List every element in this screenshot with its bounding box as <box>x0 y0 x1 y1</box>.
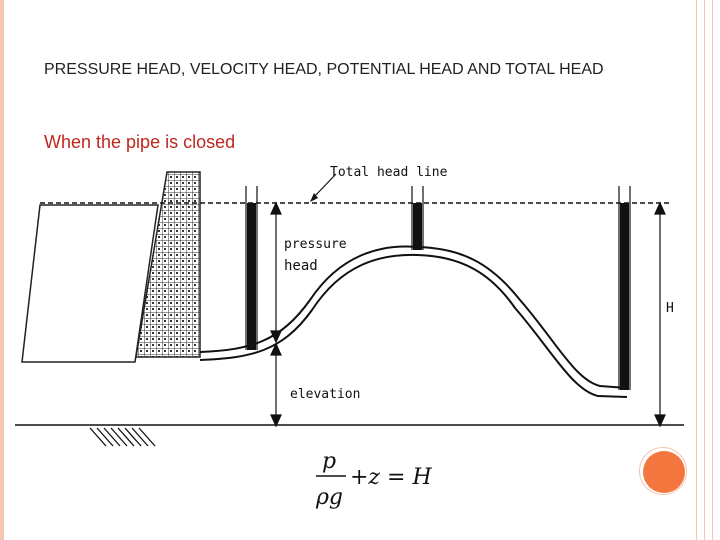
head-diagram: Total head line pressure head elevation … <box>15 165 684 447</box>
head-label: head <box>284 258 318 274</box>
pressure-label: pressure <box>284 237 347 252</box>
formula-numerator: p <box>322 449 336 474</box>
arrow-head <box>310 193 318 202</box>
piezometer-tube <box>411 186 424 250</box>
total-head-arrow <box>654 201 666 428</box>
piezometer-tube <box>245 186 258 350</box>
total-head-H-label: H <box>666 301 674 316</box>
pipe <box>199 245 628 398</box>
dam-wall <box>135 171 201 358</box>
ground-hatching <box>89 427 156 447</box>
border-line <box>712 0 713 540</box>
formula-rest: +z = H <box>350 465 432 490</box>
decorative-dot <box>643 451 685 493</box>
total-head-leader <box>312 173 337 199</box>
slide-subtitle: When the pipe is closed <box>44 132 236 152</box>
formula-denominator: ρg <box>315 485 343 510</box>
border-line <box>696 0 697 540</box>
bernoulli-formula: p ρg +z = H <box>315 449 432 510</box>
elevation-arrow <box>270 342 282 428</box>
reservoir <box>21 204 159 363</box>
slide-title: PRESSURE HEAD, VELOCITY HEAD, POTENTIAL … <box>44 61 604 78</box>
slide-border-right <box>690 0 720 540</box>
elevation-label: elevation <box>290 387 360 402</box>
decorative-ring <box>639 447 687 495</box>
total-head-line-label: Total head line <box>330 165 448 180</box>
border-line <box>704 0 705 540</box>
slide-border-left <box>0 0 4 540</box>
pressure-head-arrow <box>270 201 282 344</box>
piezometer-tube <box>618 186 631 390</box>
